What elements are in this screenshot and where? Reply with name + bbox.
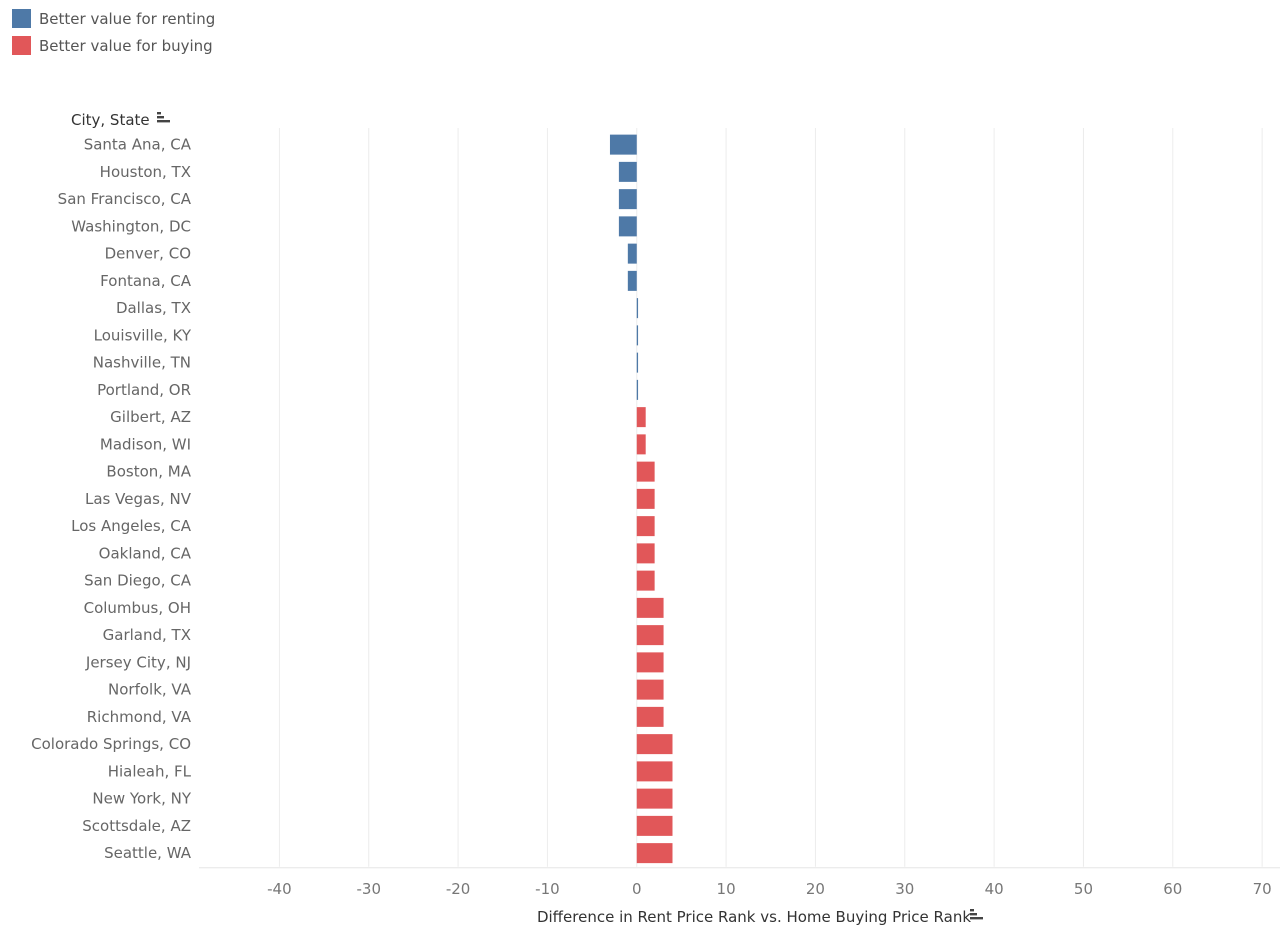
- row-label: Richmond, VA: [87, 708, 192, 726]
- bar[interactable]: [627, 270, 637, 291]
- bar[interactable]: [636, 625, 664, 646]
- x-tick-label: 60: [1163, 880, 1182, 898]
- sort-icon-bar: [157, 116, 164, 119]
- x-axis-ticks: -40 -30 -20 -10 0 10 20 30 40 50 60 70: [267, 880, 1272, 898]
- bar[interactable]: [636, 815, 673, 836]
- x-tick-label: 50: [1074, 880, 1093, 898]
- row-header-sort-icon[interactable]: [157, 112, 170, 123]
- bar[interactable]: [636, 788, 673, 809]
- row-label: San Diego, CA: [84, 572, 192, 590]
- row-header-label: City, State: [71, 111, 150, 129]
- bar[interactable]: [636, 761, 673, 782]
- row-label: Fontana, CA: [100, 272, 192, 290]
- sort-icon-bar: [157, 120, 170, 123]
- bar[interactable]: [627, 243, 637, 264]
- bar[interactable]: [636, 325, 639, 346]
- row-label: Columbus, OH: [84, 599, 191, 617]
- bar[interactable]: [618, 216, 637, 237]
- sort-icon-bar: [970, 909, 974, 912]
- row-label: Nashville, TN: [93, 354, 191, 372]
- x-axis-title[interactable]: Difference in Rent Price Rank vs. Home B…: [537, 908, 983, 926]
- row-label: Washington, DC: [71, 217, 191, 235]
- bar[interactable]: [636, 597, 664, 618]
- legend-label-renting: Better value for renting: [39, 9, 216, 28]
- sort-icon-bar: [970, 913, 977, 916]
- x-axis-sort-icon[interactable]: [970, 909, 983, 920]
- legend: Better value for renting Better value fo…: [12, 5, 215, 59]
- bar[interactable]: [636, 461, 655, 482]
- bar[interactable]: [636, 543, 655, 564]
- row-label: San Francisco, CA: [58, 190, 192, 208]
- row-label: Los Angeles, CA: [71, 517, 192, 535]
- row-label: Louisville, KY: [94, 326, 192, 344]
- x-tick-label: 70: [1253, 880, 1272, 898]
- bar[interactable]: [636, 516, 655, 537]
- sort-icon-bar: [157, 112, 161, 115]
- x-tick-label: 20: [806, 880, 825, 898]
- x-tick-label: 10: [717, 880, 736, 898]
- x-tick-label: -40: [267, 880, 292, 898]
- bar[interactable]: [618, 161, 637, 182]
- x-tick-label: 40: [985, 880, 1004, 898]
- row-label: Garland, TX: [103, 626, 191, 644]
- x-axis-title-label: Difference in Rent Price Rank vs. Home B…: [537, 908, 971, 926]
- row-header[interactable]: City, State: [71, 111, 170, 129]
- row-label: Colorado Springs, CO: [31, 735, 191, 753]
- bar[interactable]: [636, 352, 639, 373]
- x-tick-label: 30: [895, 880, 914, 898]
- legend-label-buying: Better value for buying: [39, 36, 213, 55]
- row-label: Scottsdale, AZ: [82, 817, 191, 835]
- bar[interactable]: [636, 434, 646, 455]
- row-label: Portland, OR: [97, 381, 191, 399]
- row-label: Las Vegas, NV: [85, 490, 192, 508]
- row-label: Denver, CO: [105, 245, 191, 263]
- bar[interactable]: [636, 298, 639, 319]
- x-tick-label: -30: [356, 880, 381, 898]
- x-tick-label: 0: [632, 880, 642, 898]
- legend-swatch-buying: [12, 36, 31, 55]
- bar[interactable]: [636, 843, 673, 864]
- bar[interactable]: [636, 379, 639, 400]
- bars: [609, 134, 673, 864]
- row-label: Houston, TX: [100, 163, 191, 181]
- legend-item-buying[interactable]: Better value for buying: [12, 32, 215, 59]
- sort-icon-bar: [970, 917, 983, 920]
- bar[interactable]: [636, 570, 655, 591]
- legend-swatch-renting: [12, 9, 31, 28]
- row-label: Seattle, WA: [104, 844, 192, 862]
- row-label: Jersey City, NJ: [85, 653, 191, 671]
- row-label: Madison, WI: [100, 435, 191, 453]
- row-label: Dallas, TX: [116, 299, 191, 317]
- row-label: Gilbert, AZ: [110, 408, 191, 426]
- bar[interactable]: [636, 734, 673, 755]
- bar[interactable]: [636, 706, 664, 727]
- bar[interactable]: [618, 189, 637, 210]
- row-label: New York, NY: [92, 790, 191, 808]
- bar[interactable]: [636, 652, 664, 673]
- row-label: Santa Ana, CA: [84, 136, 192, 154]
- row-labels: Santa Ana, CA Houston, TX San Francisco, C…: [31, 136, 192, 863]
- legend-item-renting[interactable]: Better value for renting: [12, 5, 215, 32]
- bar[interactable]: [636, 488, 655, 509]
- x-tick-label: -20: [446, 880, 471, 898]
- bar[interactable]: [636, 407, 646, 428]
- row-label: Norfolk, VA: [108, 681, 192, 699]
- bar[interactable]: [636, 679, 664, 700]
- bar[interactable]: [609, 134, 637, 155]
- x-tick-label: -10: [535, 880, 560, 898]
- row-label: Hialeah, FL: [108, 762, 192, 780]
- row-label: Oakland, CA: [99, 544, 192, 562]
- grid-lines: [199, 128, 1280, 869]
- row-label: Boston, MA: [106, 463, 191, 481]
